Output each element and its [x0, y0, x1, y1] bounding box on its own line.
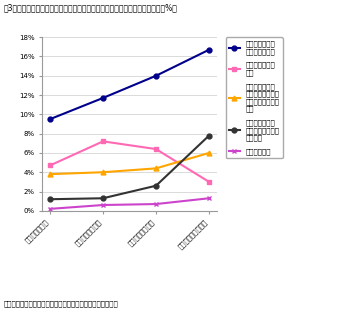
- 設備、材料、部
品、ソフトウエア
等のサプライヤー
企業: [207, 151, 211, 155]
- Line: 外部共同発明者
が存在する割合: 外部共同発明者 が存在する割合: [48, 47, 211, 122]
- 設備、材料、部
品、ソフトウエア
等のサプライヤー
企業: [154, 166, 158, 170]
- 大学等高等教育
機関（付属研究所
を含む）: [207, 134, 211, 137]
- 顧客・製品ユー
ザー: [154, 147, 158, 151]
- 大学等高等教育
機関（付属研究所
を含む）: [48, 197, 52, 201]
- 国立研究機関: [48, 207, 52, 211]
- Line: 国立研究機関: 国立研究機関: [48, 196, 211, 211]
- Text: 図3　事業目的別の共同研究のパートナー（外部からの共同発明者）の頻度（%）: 図3 事業目的別の共同研究のパートナー（外部からの共同発明者）の頻度（%）: [4, 3, 177, 12]
- 顧客・製品ユー
ザー: [207, 180, 211, 184]
- 顧客・製品ユー
ザー: [101, 140, 105, 143]
- 設備、材料、部
品、ソフトウエア
等のサプライヤー
企業: [101, 170, 105, 174]
- 大学等高等教育
機関（付属研究所
を含む）: [154, 184, 158, 188]
- Text: 注　企業に所属する発明者の発明にかかる研究開発に限定。: 注 企業に所属する発明者の発明にかかる研究開発に限定。: [4, 300, 118, 307]
- 国立研究機関: [154, 202, 158, 206]
- 国立研究機関: [101, 203, 105, 207]
- Line: 大学等高等教育
機関（付属研究所
を含む）: 大学等高等教育 機関（付属研究所 を含む）: [48, 133, 211, 202]
- 顧客・製品ユー
ザー: [48, 164, 52, 167]
- 設備、材料、部
品、ソフトウエア
等のサプライヤー
企業: [48, 172, 52, 176]
- Line: 設備、材料、部
品、ソフトウエア
等のサプライヤー
企業: 設備、材料、部 品、ソフトウエア 等のサプライヤー 企業: [48, 150, 211, 177]
- 外部共同発明者
が存在する割合: [101, 96, 105, 100]
- Line: 顧客・製品ユー
ザー: 顧客・製品ユー ザー: [48, 139, 211, 184]
- 外部共同発明者
が存在する割合: [48, 117, 52, 121]
- 外部共同発明者
が存在する割合: [154, 74, 158, 78]
- Legend: 外部共同発明者
が存在する割合, 顧客・製品ユー
ザー, 設備、材料、部
品、ソフトウエア
等のサプライヤー
企業, 大学等高等教育
機関（付属研究所
を含む）: 外部共同発明者 が存在する割合, 顧客・製品ユー ザー, 設備、材料、部 品、ソ…: [226, 37, 283, 158]
- 国立研究機関: [207, 197, 211, 200]
- 大学等高等教育
機関（付属研究所
を含む）: [101, 197, 105, 200]
- 外部共同発明者
が存在する割合: [207, 48, 211, 51]
